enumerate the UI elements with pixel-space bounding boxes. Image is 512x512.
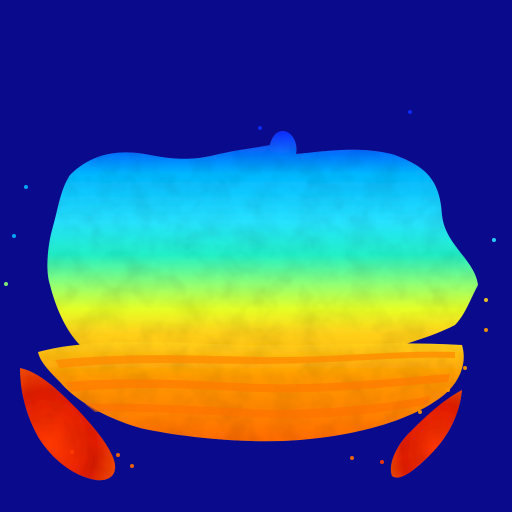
depth-base-stripe-2	[65, 374, 450, 393]
depth-base-region	[38, 342, 464, 442]
depth-base-stripe-1	[55, 351, 455, 368]
depth-near-right-region	[390, 390, 462, 478]
depth-near-left-region	[20, 368, 116, 481]
depth-noise-speckles	[4, 110, 496, 468]
depth-base-stripe-3	[85, 396, 430, 419]
depth-upper-region	[47, 131, 478, 369]
